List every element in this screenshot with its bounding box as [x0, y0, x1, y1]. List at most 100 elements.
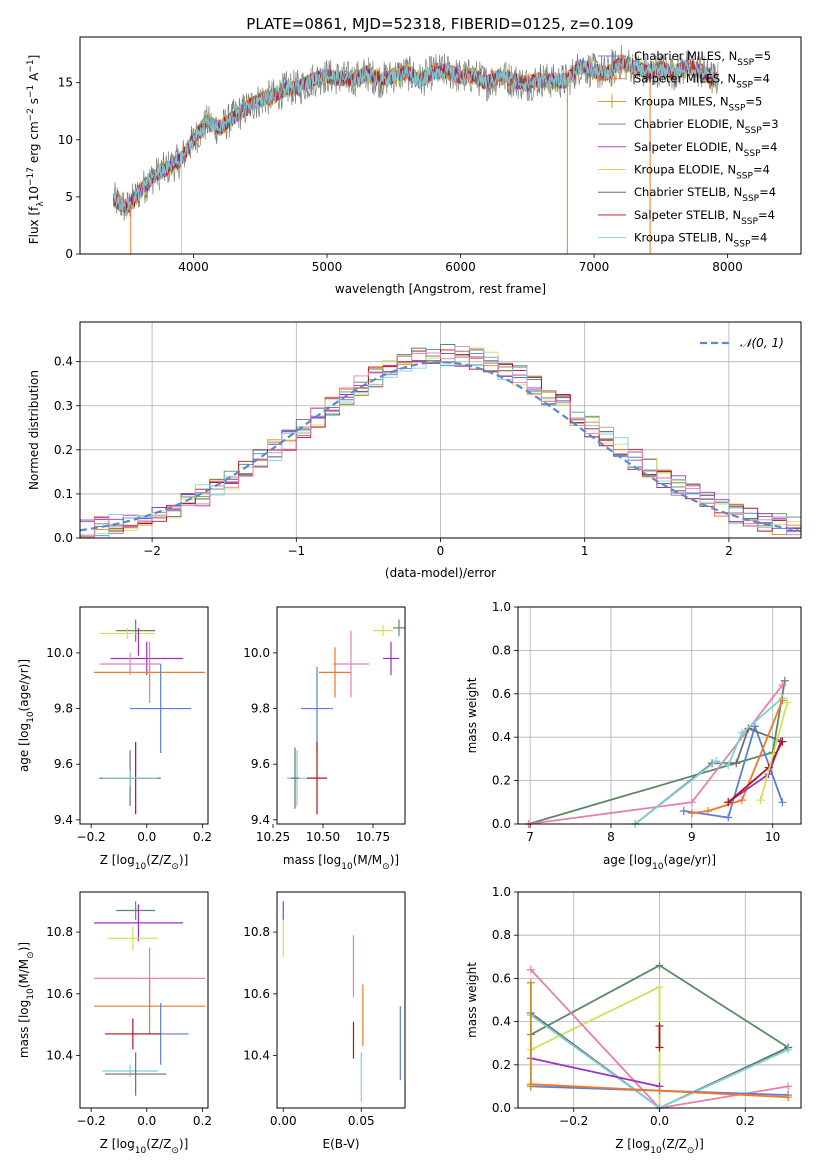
series-5-line [530, 1057, 660, 1088]
series-4-marker-1 [712, 757, 721, 766]
axes-frame [276, 891, 406, 1109]
mass_vs_ebv-panel: 0.00 0.05 10.4 10.6 10.8 E(B-V) [243, 891, 406, 1151]
series-3-marker-2 [732, 759, 741, 768]
x-tick-label-2: 0 [437, 544, 445, 558]
y-axis-label: mass [log10(M/M⊙)] [17, 942, 36, 1058]
y-tick-label-3: 10.0 [243, 646, 270, 660]
x-tick-label-2: 9 [688, 830, 696, 844]
x-tick-label-1: 5000 [312, 260, 343, 274]
spectrum-lines [112, 44, 719, 254]
y-tick-label-5: 1.0 [492, 600, 511, 614]
y-axis-label: age [log10(age/yr)] [17, 659, 36, 772]
series-4-line [634, 697, 783, 825]
series-9-marker-0 [655, 1021, 664, 1030]
legend-label-normal: 𝒩(0, 1) [740, 336, 784, 350]
age_vs_mass-panel: 10.25 10.50 10.75 9.4 9.6 9.8 10.0 mass [log10(… [243, 606, 406, 872]
y-tick-label-2: 9.8 [54, 702, 73, 716]
series-7-marker-2 [778, 737, 787, 746]
series-0-marker-1 [655, 961, 664, 970]
x-tick-label-0: 10.25 [256, 830, 290, 844]
axes-frame [79, 606, 209, 825]
spectrum-panel: 4000 5000 6000 7000 8000 0 5 10 15 wavelength [An… [26, 36, 802, 296]
y-tick-label-4: 0.4 [54, 355, 73, 369]
y-tick-label-2: 0.2 [54, 443, 73, 457]
series-2-marker-0 [679, 806, 688, 815]
x-axis-label: Z [log10(Z/Z⊙)] [100, 1137, 189, 1156]
x-tick-label-4: 8000 [712, 260, 743, 274]
y-tick-label-1: 10.6 [46, 987, 73, 1001]
series-8-marker-1 [526, 1082, 535, 1091]
x-tick-label-1: −1 [287, 544, 305, 558]
series-5-marker-3 [778, 696, 787, 705]
series-5-marker-2 [737, 796, 746, 805]
y-tick-label-1: 0.2 [492, 774, 511, 788]
legend-label-8: Kroupa STELIB, NSSP=4 [634, 231, 767, 250]
hist-series-8 [80, 346, 801, 538]
series-8-marker-0 [526, 978, 535, 987]
y-tick-label-2: 10 [58, 133, 73, 147]
y-tick-label-0: 10.4 [46, 1049, 73, 1063]
y-tick-label-1: 9.6 [251, 757, 270, 771]
y-axis-label: mass weight [465, 962, 479, 1038]
y-tick-label-1: 9.6 [54, 757, 73, 771]
y-tick-label-0: 9.4 [251, 813, 270, 827]
figure-title: PLATE=0861, MJD=52318, FIBERID=0125, z=0… [246, 15, 633, 33]
y-tick-label-4: 0.8 [492, 643, 511, 657]
mass_vs_Z-panel: −0.2 0.0 0.2 10.4 10.6 10.8 Z [log10(Z/Z⊙)] mas… [17, 891, 212, 1156]
x-tick-label-0: 7 [526, 830, 534, 844]
legend-label-5: Kroupa ELODIE, NSSP=4 [634, 163, 770, 182]
weight_vs_Z-panel: −0.2 0.0 0.2 0.0 0.2 0.4 0.6 0.8 1.0 Z [log10(Z/Z… [465, 885, 802, 1156]
x-axis-label: (data-model)/error [385, 566, 496, 580]
x-axis-label: Z [log10(Z/Z⊙)] [100, 853, 189, 872]
series-2-marker-0 [526, 965, 535, 974]
legend-label-2: Kroupa MILES, NSSP=5 [634, 94, 762, 113]
x-tick-label-0: −0.2 [77, 1114, 106, 1128]
y-tick-label-0: 9.4 [54, 813, 73, 827]
y-tick-label-3: 10.0 [46, 646, 73, 660]
x-tick-label-2: 0.2 [193, 830, 212, 844]
x-tick-label-1: 0.0 [137, 1114, 156, 1128]
legend-label-4: Salpeter ELODIE, NSSP=4 [634, 140, 777, 159]
x-tick-label-2: 10.75 [356, 830, 390, 844]
series-2-marker-2 [784, 1082, 793, 1091]
y-tick-label-2: 9.8 [251, 702, 270, 716]
series-5-marker-1 [704, 806, 713, 815]
series-4-marker-3 [737, 728, 746, 737]
axes-frame [79, 36, 802, 255]
legend-label-1: Salpeter MILES, NSSP=4 [634, 72, 770, 91]
x-tick-label-2: 6000 [445, 260, 476, 274]
x-tick-label-1: 10.50 [306, 830, 340, 844]
legend-label-0: Chabrier MILES, NSSP=5 [634, 49, 771, 68]
y-tick-label-2: 0.4 [492, 1015, 511, 1029]
y-tick-label-5: 1.0 [492, 885, 511, 899]
x-axis-label: mass [log10(M/M⊙)] [283, 853, 399, 872]
y-tick-label-1: 0.2 [492, 1058, 511, 1072]
y-tick-label-0: 0 [65, 247, 73, 261]
series-5-marker-0 [687, 809, 696, 818]
series-1-marker-2 [778, 681, 787, 690]
y-tick-label-2: 10.8 [46, 925, 73, 939]
series-7-marker-2 [784, 1093, 793, 1102]
series-7-marker-0 [724, 798, 733, 807]
series-1-line [528, 684, 784, 825]
y-tick-label-0: 10.4 [243, 1049, 270, 1063]
legend-label-3: Chabrier ELODIE, NSSP=3 [634, 117, 779, 136]
x-axis-label: E(B-V) [322, 1137, 359, 1151]
weight_vs_age-panel: 7 8 9 10 0.0 0.2 0.4 0.6 0.8 1.0 age [log10(age/yr… [465, 600, 802, 872]
x-axis-label: Z [log10(Z/Z⊙)] [615, 1137, 704, 1156]
spectrum-line-7 [112, 55, 719, 217]
series-8-marker-0 [756, 796, 765, 805]
y-tick-label-4: 0.8 [492, 928, 511, 942]
legend-label-7: Salpeter STELIB, NSSP=4 [634, 208, 775, 227]
x-tick-label-1: 8 [607, 830, 615, 844]
normal-curve [80, 360, 799, 532]
spectrum-legend: Chabrier MILES, NSSP=5 Salpeter MILES, NS… [598, 49, 779, 250]
x-tick-label-1: 0.0 [137, 830, 156, 844]
series-1-marker-1 [655, 983, 664, 992]
x-tick-label-2: 0.2 [193, 1114, 212, 1128]
x-tick-label-0: 4000 [178, 260, 209, 274]
x-tick-label-2: 0.2 [736, 1114, 755, 1128]
residuals-panel: −2 −1 0 1 2 0.0 0.1 0.2 0.3 0.4 (data-model)/error… [27, 321, 802, 580]
x-axis-label: age [log10(age/yr)] [603, 853, 716, 872]
axes-frame [79, 891, 209, 1109]
